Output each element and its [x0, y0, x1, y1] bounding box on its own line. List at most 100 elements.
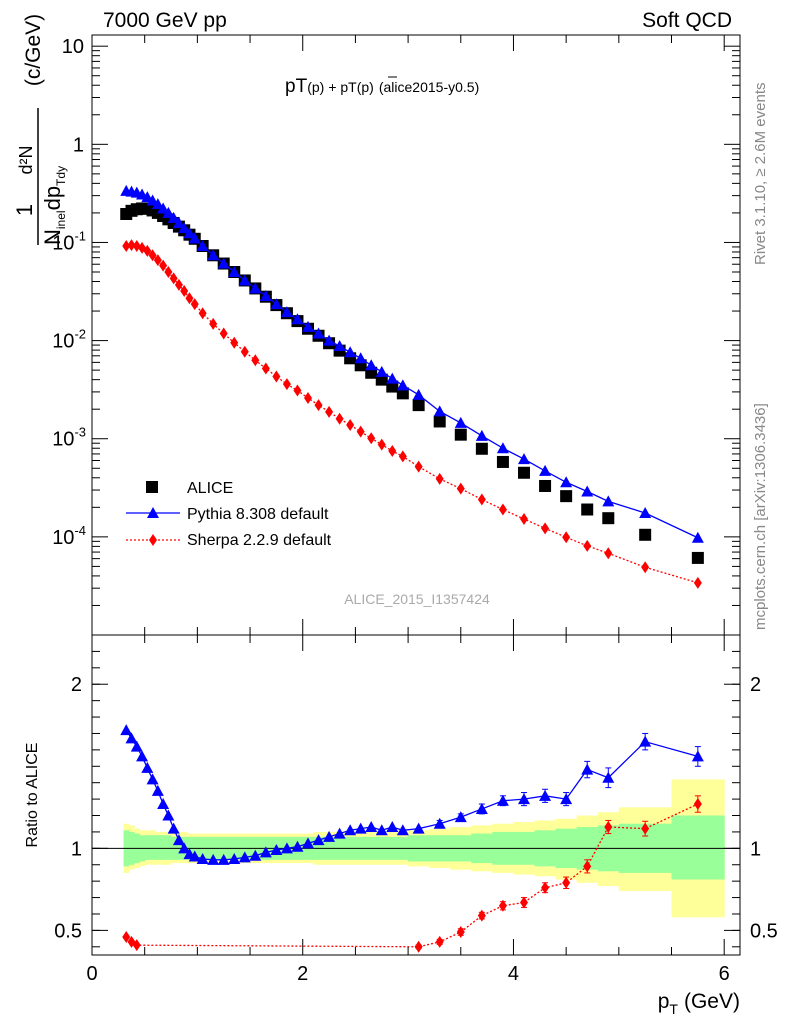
- ratio-data-point: [562, 876, 571, 889]
- title-part-a: pT: [285, 76, 308, 97]
- data-point: [178, 222, 191, 234]
- ratio-data-point: [249, 849, 262, 861]
- data-point: [167, 211, 180, 223]
- ratio-data-point: [539, 789, 552, 801]
- data-point: [312, 327, 325, 339]
- data-point: [377, 438, 386, 451]
- ratio-data-point: [157, 798, 170, 810]
- data-point: [132, 240, 141, 253]
- ratio-data-point: [196, 853, 209, 864]
- y-tick-label: 1: [73, 134, 84, 156]
- data-point: [151, 198, 164, 210]
- ratio-data-point: [146, 773, 159, 785]
- ratio-y-tick-label: 2: [71, 674, 82, 696]
- ratio-panel: 0.5 0.5 1 1 2 2 0 2 4 6 Ratio to ALICE pT (GeV): [24, 634, 778, 1017]
- ratio-data-point: [132, 939, 141, 952]
- data-point: [240, 345, 249, 358]
- legend-sherpa-marker: [149, 534, 157, 546]
- data-point: [435, 472, 444, 485]
- data-point: [251, 354, 260, 367]
- data-point: [641, 561, 650, 574]
- header-category-label: Soft QCD: [642, 9, 732, 32]
- y-label-unit: (c/GeV): [22, 14, 45, 86]
- main-y-label: 1 d²N NineldpTdy (c/GeV): [12, 14, 68, 245]
- data-point: [153, 254, 162, 267]
- data-point: [639, 528, 652, 541]
- y-tick-label: 10: [62, 36, 84, 58]
- ratio-data-point: [396, 824, 409, 836]
- data-point: [518, 453, 530, 465]
- data-point: [188, 232, 201, 244]
- ratio-y-tick-label: 1: [71, 838, 82, 860]
- ratio-data-point: [188, 850, 201, 862]
- ratio-data-point: [167, 822, 180, 834]
- data-point: [198, 307, 207, 320]
- ratio-data-point: [136, 750, 149, 762]
- data-point: [498, 503, 507, 516]
- main-axis-ticks: 10-4 10-3 10-2 10-1 1 10: [52, 35, 740, 635]
- data-point: [159, 259, 168, 272]
- data-point: [325, 405, 334, 418]
- data-point: [314, 399, 323, 412]
- data-point: [282, 378, 291, 391]
- legend-sherpa-label: Sherpa 2.2.9 default: [187, 532, 332, 549]
- ratio-data-point: [691, 750, 704, 762]
- uncertainty-band-inner: [160, 835, 167, 860]
- data-point: [280, 306, 293, 318]
- data-point: [302, 320, 314, 332]
- x-tick-label: 2: [297, 963, 308, 985]
- ratio-plot-area: [120, 724, 704, 953]
- data-point: [196, 240, 209, 252]
- rivet-version-label: Rivet 3.1.10, ≥ 2.6M events: [752, 83, 769, 266]
- ratio-data-point: [172, 834, 185, 846]
- ratio-data-point: [414, 940, 423, 953]
- ratio-data-point: [280, 842, 293, 854]
- title-part-c: + pT: [328, 79, 357, 95]
- data-point: [581, 503, 594, 516]
- legend-alice-label: ALICE: [187, 480, 233, 497]
- data-point: [581, 485, 594, 497]
- analysis-watermark: ALICE_2015_I1357424: [344, 591, 490, 607]
- data-point: [386, 372, 399, 384]
- data-point: [270, 298, 283, 310]
- legend-alice-marker: [146, 481, 158, 493]
- ratio-data-point: [125, 732, 138, 744]
- ratio-data-point: [433, 817, 446, 829]
- data-point: [367, 432, 376, 445]
- ratio-data-point: [604, 821, 613, 833]
- title-part-e: (alice2015-y0.5): [379, 79, 479, 95]
- ratio-y-tick-label: 0.5: [54, 920, 82, 942]
- ratio-data-point: [456, 926, 465, 939]
- data-point: [477, 493, 486, 506]
- ratio-series-line: [125, 729, 699, 861]
- data-point: [539, 464, 552, 476]
- ratio-data-point: [412, 822, 425, 834]
- data-point: [412, 399, 425, 412]
- uncertainty-band-inner: [155, 835, 161, 860]
- ratio-data-point: [520, 896, 528, 909]
- x-tick-label: 0: [86, 963, 97, 985]
- ratio-data-point: [141, 761, 154, 773]
- y-tick-label: 10-3: [52, 425, 86, 451]
- ratio-axis-ticks: 0.5 0.5 1 1 2 2 0 2 4 6: [54, 635, 778, 985]
- data-point: [433, 415, 446, 428]
- uncertainty-band-inner: [144, 835, 151, 860]
- plot-title: pT(p) + pT(p) (alice2015-y0.5): [285, 76, 479, 97]
- ratio-data-point: [217, 853, 230, 865]
- data-point: [190, 298, 199, 311]
- data-point: [375, 365, 388, 377]
- data-point: [230, 336, 239, 349]
- series-line: [126, 244, 699, 584]
- data-point: [183, 227, 196, 239]
- data-point: [560, 476, 573, 488]
- data-point: [169, 272, 178, 285]
- ratio-data-point: [120, 724, 133, 736]
- ratio-data-point: [323, 830, 336, 842]
- data-point: [365, 359, 378, 371]
- ratio-data-point: [238, 851, 251, 863]
- ratio-data-point: [228, 853, 241, 864]
- uncertainty-band-inner: [165, 835, 172, 860]
- data-point: [304, 392, 312, 405]
